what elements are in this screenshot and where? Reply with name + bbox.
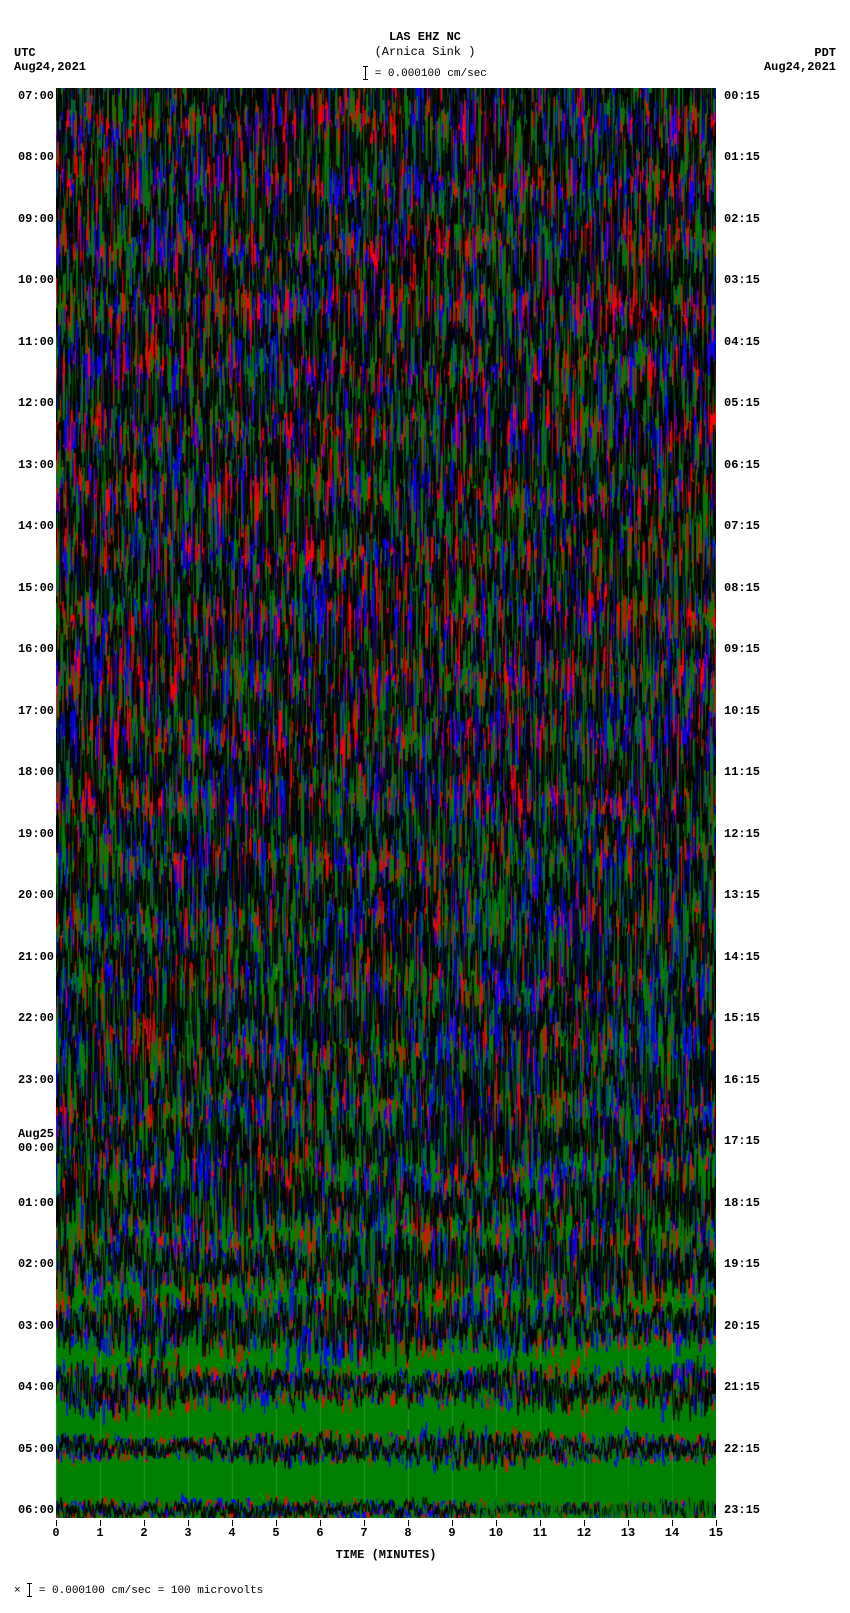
left-time-axis: 07:00 08:00 09:00 10:00 11:00 12:00 13:00 14:00… xyxy=(10,88,54,1518)
right-tick-label: 09:15 xyxy=(724,642,760,656)
right-tick-label: 11:15 xyxy=(724,765,760,779)
station-title: LAS EHZ NC xyxy=(0,30,850,44)
left-tick-label: 23:00 xyxy=(18,1073,54,1087)
right-time-axis: 00:15 01:15 02:15 03:15 04:15 05:15 06:15 07:15… xyxy=(724,88,774,1518)
right-tick-label: 12:15 xyxy=(724,827,760,841)
left-tick-label: 00:00 xyxy=(18,1141,54,1155)
x-tick-label: 0 xyxy=(52,1526,59,1540)
footer-scale: × = 0.000100 cm/sec = 100 microvolts xyxy=(14,1583,263,1597)
footer-prefix: × xyxy=(14,1585,21,1597)
station-subtitle: (Arnica Sink ) xyxy=(0,45,850,59)
left-tick-label: 06:00 xyxy=(18,1503,54,1517)
left-tick-label: 13:00 xyxy=(18,458,54,472)
x-tick-label: 11 xyxy=(533,1526,547,1540)
left-tick-label: 04:00 xyxy=(18,1380,54,1394)
date-left-label: Aug24,2021 xyxy=(14,60,86,74)
right-tick-label: 21:15 xyxy=(724,1380,760,1394)
left-tick-label: 02:00 xyxy=(18,1257,54,1271)
x-tick-label: 7 xyxy=(360,1526,367,1540)
left-tick-label: 15:00 xyxy=(18,581,54,595)
left-tick-date: Aug25 xyxy=(18,1127,54,1141)
x-tick-label: 4 xyxy=(228,1526,235,1540)
left-tick-label: 10:00 xyxy=(18,273,54,287)
x-tick-label: 5 xyxy=(272,1526,279,1540)
left-tick-label: 22:00 xyxy=(18,1011,54,1025)
footer-text: = 0.000100 cm/sec = 100 microvolts xyxy=(39,1585,263,1597)
right-tick-label: 15:15 xyxy=(724,1011,760,1025)
x-tick-label: 12 xyxy=(577,1526,591,1540)
right-tick-label: 08:15 xyxy=(724,581,760,595)
right-tick-label: 03:15 xyxy=(724,273,760,287)
right-tick-label: 13:15 xyxy=(724,888,760,902)
x-tick-label: 14 xyxy=(665,1526,679,1540)
left-tick-label: 11:00 xyxy=(18,335,54,349)
x-tick-label: 2 xyxy=(140,1526,147,1540)
right-tick-label: 04:15 xyxy=(724,335,760,349)
tz-left-label: UTC xyxy=(14,46,36,60)
right-tick-label: 07:15 xyxy=(724,519,760,533)
tz-right-label: PDT xyxy=(814,46,836,60)
x-tick-label: 8 xyxy=(404,1526,411,1540)
left-tick-label: 19:00 xyxy=(18,827,54,841)
left-tick-label: 21:00 xyxy=(18,950,54,964)
left-tick-label: 12:00 xyxy=(18,396,54,410)
right-tick-label: 23:15 xyxy=(724,1503,760,1517)
x-tick-label: 13 xyxy=(621,1526,635,1540)
left-tick-label: 09:00 xyxy=(18,212,54,226)
left-tick-label: 03:00 xyxy=(18,1319,54,1333)
x-tick-label: 15 xyxy=(709,1526,723,1540)
right-tick-label: 18:15 xyxy=(724,1196,760,1210)
x-tick-label: 9 xyxy=(448,1526,455,1540)
right-tick-label: 20:15 xyxy=(724,1319,760,1333)
right-tick-label: 16:15 xyxy=(724,1073,760,1087)
x-tick-label: 10 xyxy=(489,1526,503,1540)
date-right-label: Aug24,2021 xyxy=(764,60,836,74)
right-tick-label: 00:15 xyxy=(724,89,760,103)
right-tick-label: 01:15 xyxy=(724,150,760,164)
right-tick-label: 02:15 xyxy=(724,212,760,226)
left-tick-label: 20:00 xyxy=(18,888,54,902)
right-tick-label: 05:15 xyxy=(724,396,760,410)
right-tick-label: 19:15 xyxy=(724,1257,760,1271)
left-tick-label: 14:00 xyxy=(18,519,54,533)
right-tick-label: 14:15 xyxy=(724,950,760,964)
left-tick-label: 01:00 xyxy=(18,1196,54,1210)
left-tick-label: 17:00 xyxy=(18,704,54,718)
scale-bar-icon xyxy=(365,66,366,80)
x-tick-label: 3 xyxy=(184,1526,191,1540)
x-axis-title: TIME (MINUTES) xyxy=(56,1548,716,1562)
right-tick-label: 22:15 xyxy=(724,1442,760,1456)
scale-indicator: = 0.000100 cm/sec xyxy=(0,66,850,80)
left-tick-label: 08:00 xyxy=(18,150,54,164)
x-tick-label: 1 xyxy=(96,1526,103,1540)
left-tick-label: 07:00 xyxy=(18,89,54,103)
x-tick-label: 6 xyxy=(316,1526,323,1540)
left-tick-label: 18:00 xyxy=(18,765,54,779)
left-tick-label: 05:00 xyxy=(18,1442,54,1456)
scale-text: = 0.000100 cm/sec xyxy=(375,68,487,80)
seismogram-plot xyxy=(56,88,716,1518)
seismogram-canvas xyxy=(56,88,716,1518)
footer-scale-bar-icon xyxy=(29,1583,30,1597)
right-tick-label: 10:15 xyxy=(724,704,760,718)
left-tick-label: 16:00 xyxy=(18,642,54,656)
right-tick-label: 17:15 xyxy=(724,1134,760,1148)
right-tick-label: 06:15 xyxy=(724,458,760,472)
